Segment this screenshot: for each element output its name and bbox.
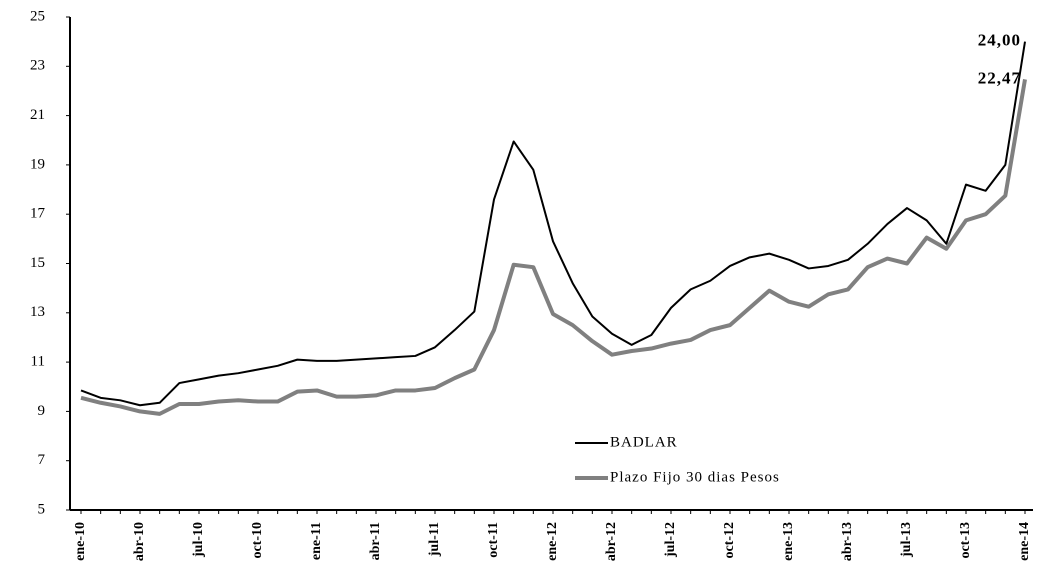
x-tick-label: abr-13 (840, 522, 855, 561)
y-tick-label: 19 (30, 156, 45, 172)
y-tick-label: 21 (30, 107, 45, 123)
x-tick-label: jul-10 (191, 522, 206, 558)
x-tick-label: jul-12 (663, 522, 678, 558)
x-tick-label: oct-12 (722, 522, 737, 559)
x-tick-label: oct-13 (958, 522, 973, 559)
x-tick-label: jul-13 (899, 522, 914, 558)
x-tick-label: oct-11 (486, 522, 501, 558)
y-tick-label: 23 (30, 58, 45, 74)
x-tick-label: abr-10 (132, 522, 147, 561)
x-tick-label: ene-12 (545, 522, 560, 561)
x-tick-label: abr-12 (604, 522, 619, 561)
x-tick-label: ene-13 (781, 522, 796, 561)
x-tick-label: oct-10 (250, 522, 265, 559)
value-label: 24,00 (978, 31, 1021, 50)
series-line (80, 79, 1027, 416)
x-tick-label: ene-11 (309, 522, 324, 560)
x-tick-label: jul-11 (427, 522, 442, 557)
y-tick-label: 9 (38, 403, 46, 419)
x-tick-label: ene-10 (73, 522, 88, 561)
series-line (80, 41, 1026, 407)
legend-label: BADLAR (610, 434, 678, 450)
y-tick-label: 7 (38, 452, 46, 468)
y-tick-label: 15 (30, 255, 45, 271)
y-tick-label: 13 (30, 304, 45, 320)
y-tick-label: 11 (31, 354, 45, 370)
legend-label: Plazo Fijo 30 dias Pesos (610, 469, 780, 485)
y-tick-label: 25 (30, 8, 45, 24)
y-tick-label: 17 (30, 206, 46, 222)
x-tick-label: abr-11 (368, 522, 383, 560)
value-label: 22,47 (978, 68, 1021, 87)
y-tick-label: 5 (38, 501, 46, 517)
x-tick-label: ene-14 (1017, 522, 1032, 561)
